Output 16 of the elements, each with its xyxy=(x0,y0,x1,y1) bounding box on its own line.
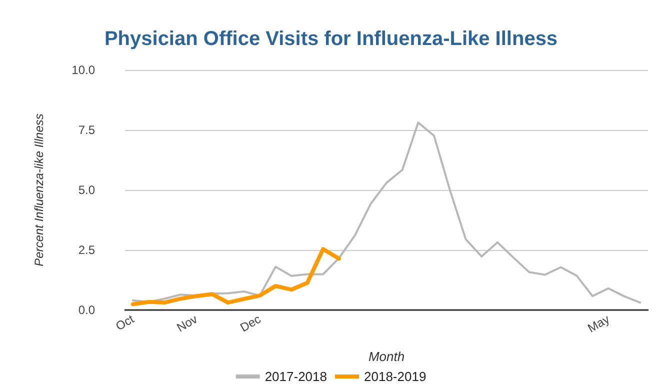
legend-label: 2017-2018 xyxy=(264,369,328,384)
chart-title: Physician Office Visits for Influenza-Like Illness xyxy=(104,28,558,50)
y-axis-title: Percent Influenza-like Illness xyxy=(32,114,46,266)
x-axis-title: Month xyxy=(368,349,405,364)
x-tick-label: May xyxy=(585,312,612,336)
x-tick-label: Oct xyxy=(113,312,137,334)
y-tick-label: 2.5 xyxy=(78,243,96,257)
y-tick-label: 7.5 xyxy=(78,123,96,137)
y-tick-label: 10.0 xyxy=(72,63,96,77)
x-tick-label: Nov xyxy=(174,312,200,335)
y-tick-label: 0.0 xyxy=(78,303,96,317)
legend-label: 2018-2019 xyxy=(364,369,426,384)
line-series xyxy=(130,247,341,306)
x-tick-label: Dec xyxy=(238,312,264,335)
line-series xyxy=(132,122,642,304)
y-tick-label: 5.0 xyxy=(78,183,96,197)
